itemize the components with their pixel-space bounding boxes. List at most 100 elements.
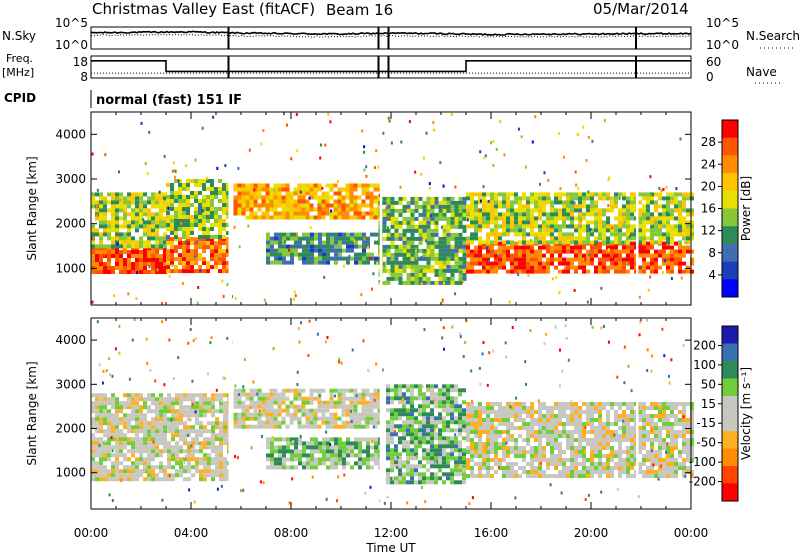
- power-cell: [470, 253, 474, 258]
- velocity-cell: [394, 464, 398, 469]
- power-cell: [562, 232, 566, 237]
- power-cell: [269, 207, 274, 212]
- velocity-cell: [211, 425, 215, 430]
- velocity-cell: [143, 421, 147, 426]
- power-cell: [210, 187, 214, 191]
- velocity-cell: [282, 437, 286, 442]
- velocity-cell: [454, 460, 458, 465]
- velocity-cell: [598, 474, 602, 478]
- power-cell: [570, 257, 574, 262]
- power-cell: [249, 203, 254, 208]
- velocity-cell: [349, 396, 354, 401]
- velocity-cell: [353, 396, 358, 401]
- velocity-cell: [317, 424, 322, 429]
- power-cell: [337, 191, 342, 196]
- power-cell: [430, 236, 435, 241]
- velocity-cell: [309, 424, 314, 429]
- power-cell: [115, 208, 119, 213]
- velocity-cell: [147, 437, 151, 442]
- power-cell: [155, 224, 159, 229]
- power-cell: [297, 195, 302, 200]
- power-cell: [174, 265, 178, 270]
- velocity-cell: [530, 470, 534, 474]
- power-cell: [107, 270, 111, 274]
- power-cell: [131, 192, 135, 197]
- velocity-cell: [558, 402, 562, 406]
- power-cell: [410, 268, 415, 273]
- velocity-cell: [131, 405, 135, 410]
- power-cell: [241, 183, 246, 188]
- power-cell: [163, 204, 167, 209]
- velocity-cell: [606, 418, 610, 422]
- power-cell: [606, 265, 610, 270]
- power-cell: [222, 261, 226, 266]
- power-cell: [454, 200, 459, 205]
- velocity-cell: [530, 466, 534, 470]
- power-scatter-point: [156, 268, 159, 272]
- power-cell: [249, 195, 254, 200]
- velocity-cell: [207, 457, 211, 462]
- power-cell: [99, 250, 103, 254]
- power-scatter-point: [132, 202, 135, 205]
- power-cell: [186, 253, 190, 258]
- power-cell: [107, 236, 111, 241]
- power-cell: [226, 187, 230, 191]
- power-cell: [554, 220, 558, 225]
- velocity-cell: [442, 408, 446, 413]
- velocity-cell: [293, 412, 298, 417]
- velocity-cell: [574, 414, 578, 418]
- velocity-cell: [602, 430, 606, 434]
- velocity-cell: [582, 454, 586, 458]
- power-cell: [418, 240, 423, 245]
- power-cell: [550, 204, 554, 209]
- power-scatter-point: [193, 255, 196, 259]
- power-cell: [365, 191, 370, 196]
- velocity-cell: [329, 416, 334, 421]
- power-scatter-point: [442, 184, 445, 188]
- power-cell: [518, 240, 522, 245]
- power-cell: [690, 196, 694, 201]
- power-cell: [190, 219, 194, 223]
- velocity-cell: [265, 404, 270, 409]
- power-cell: [402, 208, 407, 213]
- velocity-cell: [438, 448, 442, 453]
- power-cell: [534, 204, 538, 209]
- power-cell: [414, 268, 419, 273]
- velocity-cell: [338, 441, 342, 446]
- power-cell: [186, 203, 190, 207]
- velocity-cell: [454, 396, 458, 401]
- velocity-cell: [306, 453, 310, 458]
- velocity-cell: [574, 410, 578, 414]
- power-scatter-point: [432, 121, 435, 124]
- power-cell: [534, 196, 538, 201]
- power-cell: [490, 192, 494, 197]
- power-cell: [302, 248, 306, 253]
- velocity-cell: [434, 452, 438, 457]
- velocity-cell: [598, 454, 602, 458]
- power-cell: [666, 224, 670, 229]
- velocity-cell: [91, 469, 95, 474]
- power-cell: [139, 196, 143, 201]
- power-cell: [143, 254, 147, 258]
- power-cell: [103, 220, 107, 225]
- power-cell: [642, 240, 646, 245]
- power-scatter-point: [91, 300, 94, 304]
- velocity-cell: [211, 429, 215, 434]
- velocity-cell: [398, 388, 402, 393]
- power-cell: [390, 276, 395, 281]
- power-cell: [151, 220, 155, 225]
- velocity-cell: [270, 445, 274, 450]
- power-cell: [518, 212, 522, 217]
- velocity-cell: [237, 420, 242, 425]
- power-cell: [626, 269, 630, 274]
- velocity-cell: [163, 413, 167, 418]
- velocity-cell: [366, 461, 370, 466]
- velocity-cell: [203, 413, 207, 418]
- velocity-cell: [325, 400, 330, 405]
- power-cell: [642, 204, 646, 209]
- velocity-cell: [542, 422, 546, 426]
- power-cell: [566, 245, 570, 250]
- power-cell: [498, 241, 502, 246]
- power-cell: [111, 192, 115, 197]
- power-cell: [306, 240, 310, 245]
